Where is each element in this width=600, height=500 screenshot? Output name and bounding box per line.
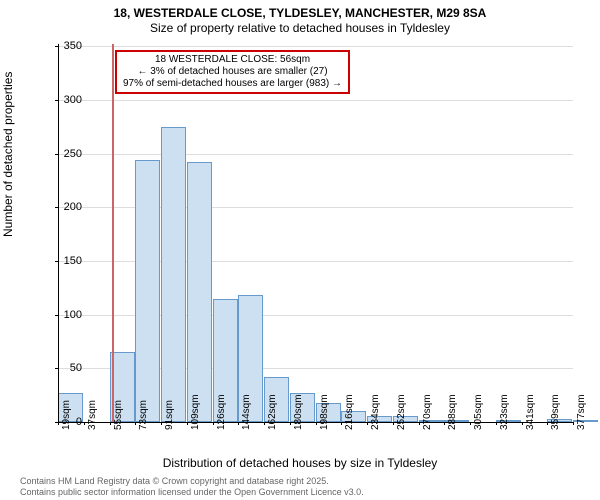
x-tick-label: 341sqm (525, 394, 536, 430)
x-tick-label: 216sqm (344, 394, 355, 430)
y-tick-label: 0 (76, 416, 82, 428)
histogram-bar (161, 127, 186, 422)
x-tick-label: 19sqm (61, 400, 72, 430)
chart-title-address: 18, WESTERDALE CLOSE, TYLDESLEY, MANCHES… (0, 0, 600, 20)
annotation-line3: 97% of semi-detached houses are larger (… (123, 78, 342, 90)
y-axis-label: Number of detached properties (1, 72, 15, 237)
x-tick-label: 305sqm (473, 394, 484, 430)
y-tick-label: 50 (70, 362, 82, 374)
x-tick-label: 144sqm (241, 394, 252, 430)
y-tick-label: 150 (64, 255, 82, 267)
y-tick-label: 350 (64, 40, 82, 52)
y-tick-label: 250 (64, 148, 82, 160)
chart-title-description: Size of property relative to detached ho… (0, 20, 600, 35)
x-tick-label: 377sqm (576, 394, 587, 430)
x-tick-label: 198sqm (319, 394, 330, 430)
y-axis-line (58, 44, 59, 422)
x-tick-label: 126sqm (216, 394, 227, 430)
y-tick-label: 300 (64, 94, 82, 106)
x-axis-label: Distribution of detached houses by size … (0, 456, 600, 470)
x-tick-label: 91sqm (164, 400, 175, 430)
annotation-box: 18 WESTERDALE CLOSE: 56sqm ← 3% of detac… (115, 50, 350, 94)
y-tick-label: 100 (64, 309, 82, 321)
histogram-bar (135, 160, 160, 422)
annotation-line2: ← 3% of detached houses are smaller (27) (123, 66, 342, 78)
x-tick-label: 180sqm (293, 394, 304, 430)
footer-line1: Contains HM Land Registry data © Crown c… (20, 476, 364, 487)
x-tick-label: 73sqm (138, 400, 149, 430)
annotation-line1: 18 WESTERDALE CLOSE: 56sqm (123, 54, 342, 66)
x-tick-label: 55sqm (113, 400, 124, 430)
x-tick-label: 270sqm (422, 394, 433, 430)
x-tick-label: 252sqm (396, 394, 407, 430)
x-tick-label: 37sqm (87, 400, 98, 430)
x-tick-label: 288sqm (447, 394, 458, 430)
x-tick-label: 234sqm (370, 394, 381, 430)
x-tick-label: 323sqm (499, 394, 510, 430)
chart-container: 18, WESTERDALE CLOSE, TYLDESLEY, MANCHES… (0, 0, 600, 500)
footer-attribution: Contains HM Land Registry data © Crown c… (20, 476, 364, 498)
y-tick-label: 200 (64, 201, 82, 213)
x-tick-label: 162sqm (267, 394, 278, 430)
x-tick-label: 359sqm (550, 394, 561, 430)
x-tick-label: 109sqm (190, 394, 201, 430)
histogram-bar (187, 162, 212, 422)
footer-line2: Contains public sector information licen… (20, 487, 364, 498)
